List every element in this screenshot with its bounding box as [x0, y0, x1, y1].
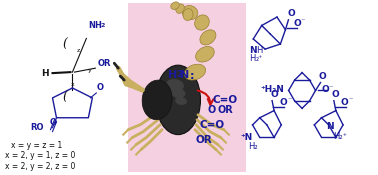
- Text: OR: OR: [98, 59, 111, 68]
- Text: H: H: [256, 46, 263, 55]
- Text: N: N: [249, 46, 257, 55]
- Text: H: H: [249, 54, 256, 63]
- Text: ⁻: ⁻: [301, 17, 305, 26]
- Text: y: y: [87, 68, 91, 73]
- Text: O: O: [208, 105, 216, 115]
- Ellipse shape: [195, 15, 209, 30]
- Text: O: O: [332, 90, 339, 99]
- Text: x: x: [71, 82, 74, 87]
- Ellipse shape: [175, 97, 187, 105]
- Text: N: N: [326, 122, 333, 131]
- Text: O: O: [319, 72, 326, 80]
- Text: RO: RO: [31, 123, 44, 132]
- Ellipse shape: [196, 47, 214, 62]
- Text: O: O: [279, 98, 287, 107]
- Text: (: (: [62, 38, 67, 51]
- Text: OR: OR: [196, 135, 213, 145]
- Text: ⁻: ⁻: [349, 96, 353, 105]
- Text: O: O: [341, 98, 349, 107]
- Text: NH: NH: [88, 22, 102, 30]
- Text: N: N: [180, 70, 189, 80]
- Ellipse shape: [171, 2, 179, 9]
- Ellipse shape: [184, 64, 206, 80]
- Text: O: O: [287, 9, 295, 18]
- Text: C=O: C=O: [213, 95, 238, 105]
- Text: OR: OR: [218, 105, 234, 115]
- Text: H: H: [168, 70, 177, 80]
- Text: :: :: [190, 71, 195, 81]
- Ellipse shape: [156, 65, 200, 135]
- Text: ₂⁺: ₂⁺: [255, 54, 262, 63]
- Ellipse shape: [183, 9, 193, 20]
- Ellipse shape: [142, 80, 172, 120]
- Text: O: O: [96, 83, 103, 92]
- Text: 2: 2: [176, 70, 182, 79]
- Text: H: H: [41, 69, 48, 78]
- Text: ⁺N: ⁺N: [241, 133, 253, 142]
- Ellipse shape: [200, 30, 216, 45]
- Text: 2: 2: [100, 23, 105, 29]
- Ellipse shape: [176, 4, 184, 13]
- Bar: [128, 3, 246, 172]
- Ellipse shape: [166, 79, 184, 91]
- Text: x = 2, y = 1, z = 0: x = 2, y = 1, z = 0: [5, 151, 75, 160]
- Ellipse shape: [170, 88, 186, 98]
- Text: ⁺H₂N: ⁺H₂N: [261, 85, 285, 94]
- Text: ⁻: ⁻: [287, 96, 291, 105]
- Text: C=O: C=O: [200, 120, 225, 130]
- Text: (: (: [62, 91, 67, 104]
- Ellipse shape: [182, 6, 198, 20]
- Text: O: O: [270, 90, 278, 99]
- Text: H₂: H₂: [249, 142, 258, 151]
- Text: O: O: [293, 19, 301, 28]
- Text: O: O: [322, 85, 329, 94]
- Text: x = 2, y = 2, z = 0: x = 2, y = 2, z = 0: [5, 162, 75, 171]
- Text: ⁻: ⁻: [328, 83, 333, 92]
- Text: H₂⁺: H₂⁺: [333, 132, 347, 141]
- Text: x = y = z = 1: x = y = z = 1: [11, 141, 62, 149]
- Text: O: O: [50, 118, 57, 127]
- Text: z: z: [77, 48, 80, 53]
